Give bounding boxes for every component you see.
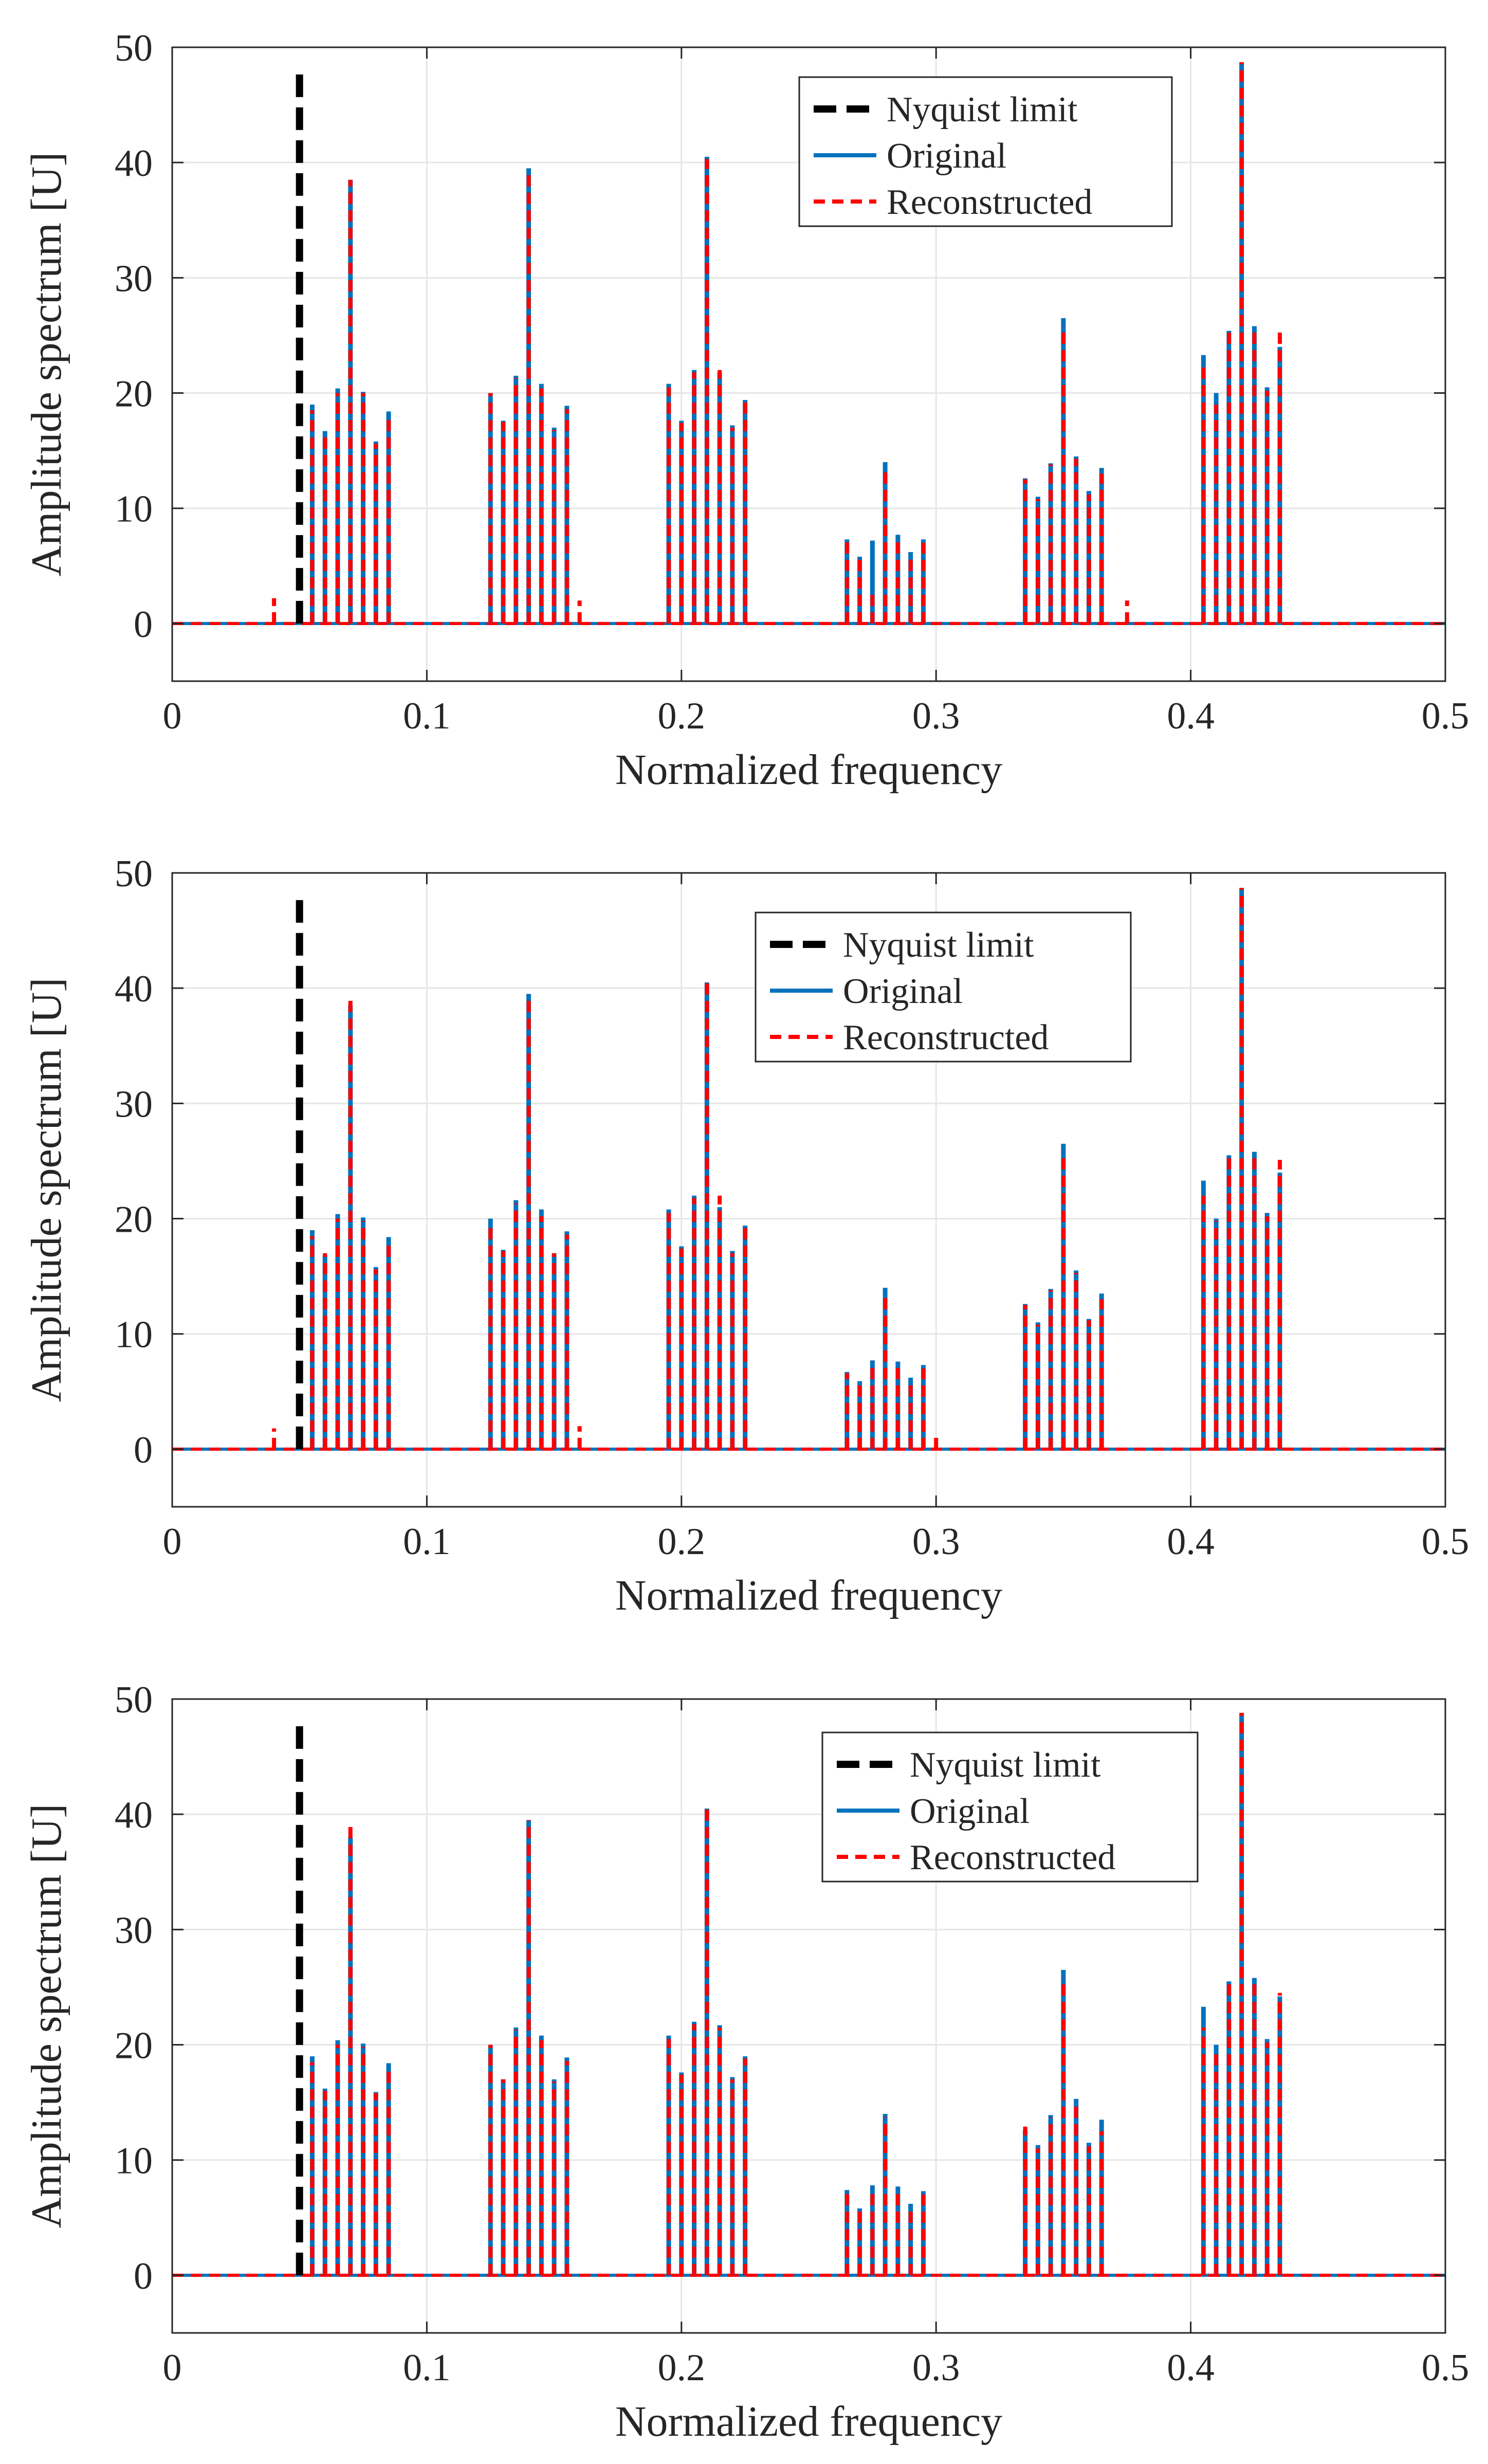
x-tick-label: 0.2: [658, 2347, 706, 2389]
x-axis-label: Normalized frequency: [615, 746, 1002, 794]
y-tick-label: 10: [115, 2140, 153, 2182]
x-tick-label: 0.5: [1422, 2347, 1469, 2389]
y-axis-label: Amplitude spectrum [U]: [23, 978, 70, 1402]
x-tick-label: 0: [163, 1521, 182, 1563]
x-tick-label: 0: [163, 695, 182, 737]
axes-box: [171, 46, 1446, 682]
x-tick-label: 0.3: [912, 2347, 960, 2389]
legend-label-reconstructed: Reconstructed: [843, 1018, 1049, 1057]
x-axis-label: Normalized frequency: [615, 1572, 1002, 1619]
y-tick-label: 10: [115, 1314, 153, 1356]
y-tick-label: 40: [115, 142, 153, 185]
x-tick-label: 0.1: [403, 2347, 451, 2389]
chart-panel-2: 0 0.1 0.2 0.3 0.4 0.5 0 10 20 30 40 50 Normalized fr…: [23, 853, 1469, 1619]
y-tick-label: 30: [115, 1083, 153, 1125]
x-tick-label: 0: [163, 2347, 182, 2389]
axes-box: [171, 872, 1446, 1508]
x-tick-label: 0.4: [1167, 2347, 1215, 2389]
x-tick-label: 0.1: [403, 1521, 451, 1563]
y-tick-label: 50: [115, 853, 153, 895]
legend-box: [798, 76, 1173, 227]
plot-area: [172, 1699, 1445, 2333]
chart-panel-3: 0 0.1 0.2 0.3 0.4 0.5 0 10 20 30 40 50 Normalized fr…: [23, 1679, 1469, 2445]
y-tick-label: 40: [115, 968, 153, 1010]
y-tick-label: 20: [115, 373, 153, 415]
y-tick-label: 40: [115, 1794, 153, 1836]
y-tick-label: 30: [115, 258, 153, 300]
y-tick-label: 0: [134, 2255, 153, 2297]
y-tick-label: 20: [115, 1199, 153, 1241]
x-tick-label: 0.1: [403, 695, 451, 737]
legend-label-nyquist: Nyquist limit: [910, 1745, 1101, 1785]
legend-label-reconstructed: Reconstructed: [887, 182, 1092, 222]
y-axis-label: Amplitude spectrum [U]: [23, 1804, 70, 2229]
y-tick-label: 50: [115, 1679, 153, 1721]
legend-label-original: Original: [910, 1792, 1030, 1831]
legend-label-nyquist: Nyquist limit: [887, 90, 1078, 130]
x-tick-label: 0.3: [912, 695, 960, 737]
x-tick-label: 0.2: [658, 695, 706, 737]
y-tick-label: 10: [115, 488, 153, 531]
x-tick-label: 0.4: [1167, 1521, 1215, 1563]
legend-label-reconstructed: Reconstructed: [910, 1838, 1115, 1877]
reconstructed-series: [272, 62, 1282, 624]
reconstructed-series: [310, 1712, 1282, 2275]
y-tick-label: 20: [115, 2025, 153, 2067]
reconstructed-series: [272, 888, 1282, 1449]
legend: Nyquist limit Original Reconstructed: [798, 76, 1173, 227]
y-tick-label: 30: [115, 1909, 153, 1951]
y-tick-label: 0: [134, 1429, 153, 1471]
x-tick-label: 0.5: [1422, 1521, 1469, 1563]
x-axis-label: Normalized frequency: [615, 2398, 1002, 2445]
y-tick-label: 50: [115, 27, 153, 69]
x-tick-label: 0.3: [912, 1521, 960, 1563]
y-axis-label: Amplitude spectrum [U]: [23, 152, 70, 577]
legend-label-original: Original: [887, 136, 1006, 176]
x-tick-label: 0.5: [1422, 695, 1469, 737]
legend-label-original: Original: [843, 972, 963, 1011]
legend: Nyquist limit Original Reconstructed: [755, 911, 1132, 1063]
x-tick-label: 0.4: [1167, 695, 1215, 737]
x-tick-label: 0.2: [658, 1521, 706, 1563]
y-tick-label: 0: [134, 604, 153, 646]
axes-box: [171, 1698, 1446, 2334]
legend: Nyquist limit Original Reconstructed: [821, 1731, 1199, 1883]
chart-panel-1: 0 0.1 0.2 0.3 0.4 0.5 0 10 20 30 40 50 Normalized fr…: [23, 27, 1469, 794]
legend-label-nyquist: Nyquist limit: [843, 925, 1034, 965]
